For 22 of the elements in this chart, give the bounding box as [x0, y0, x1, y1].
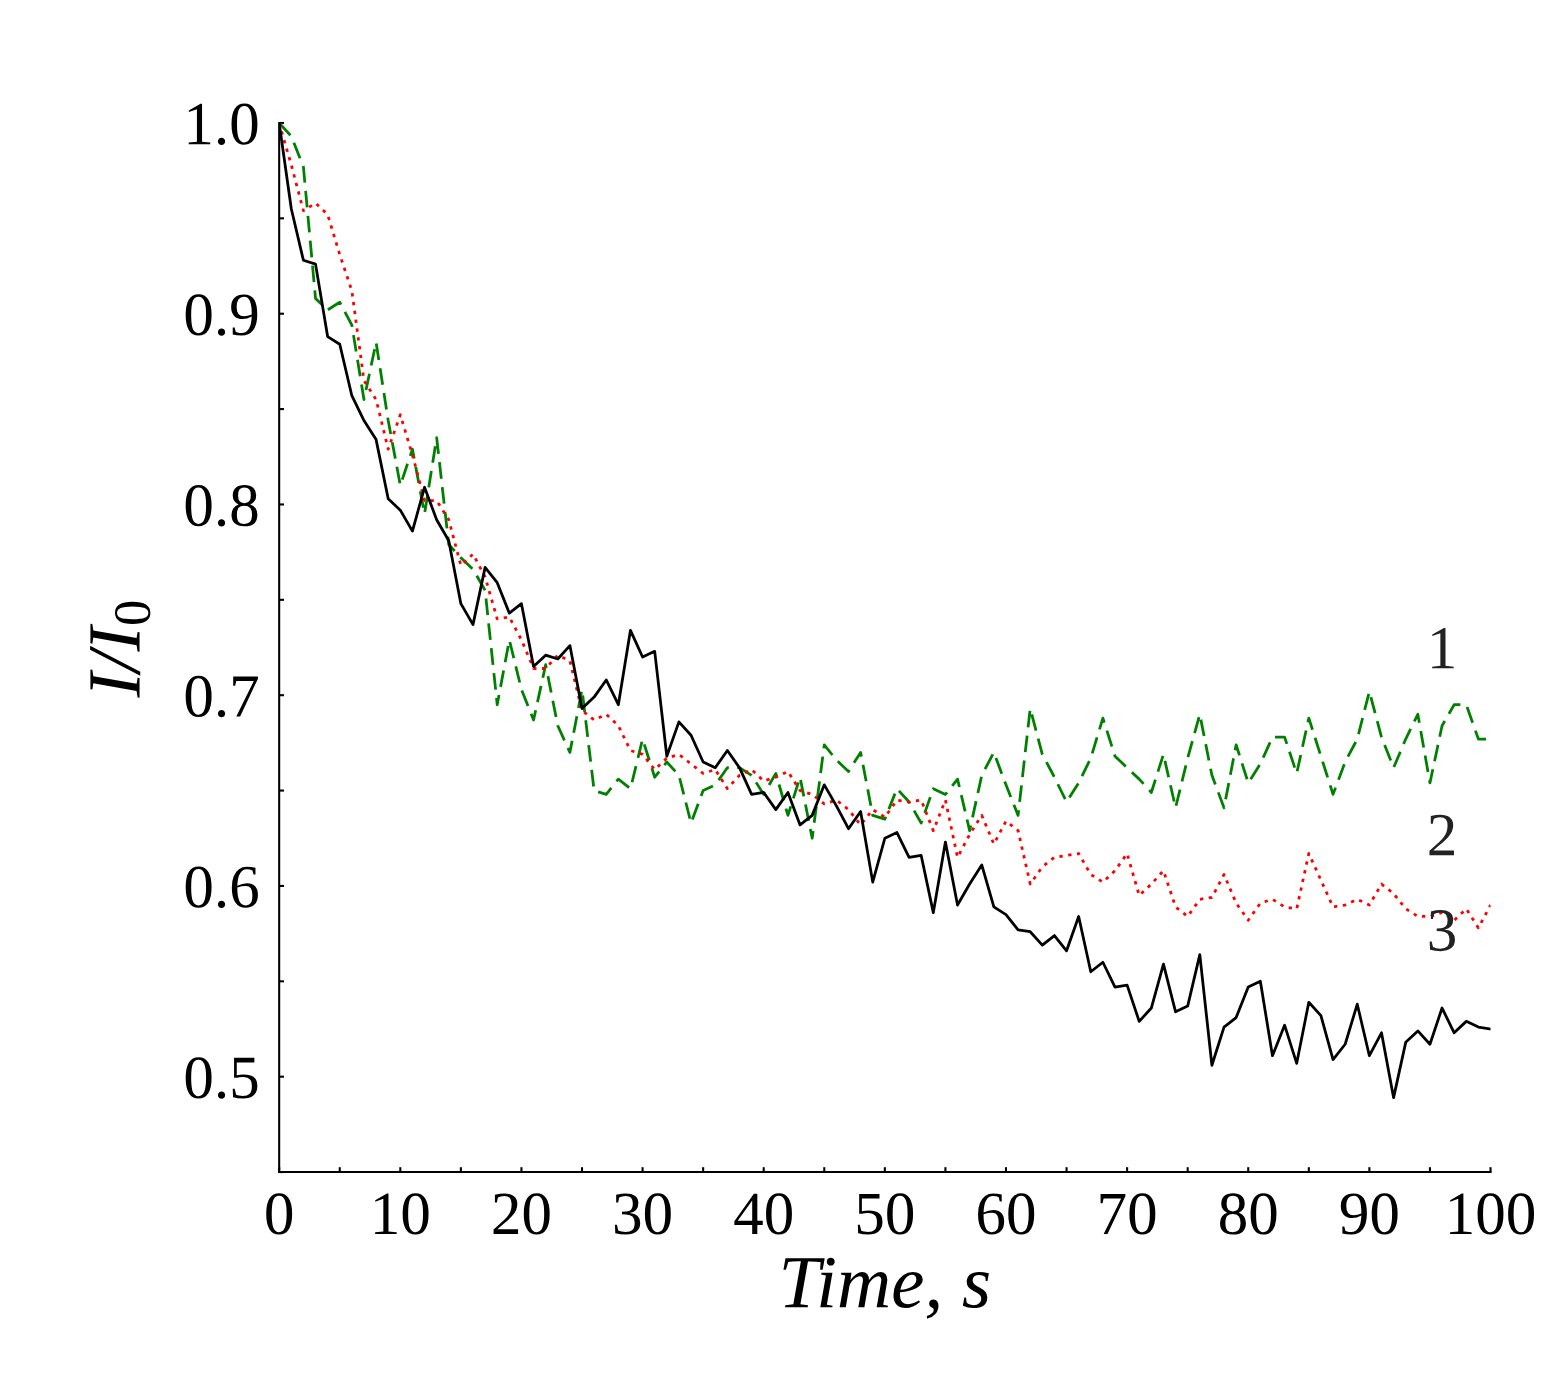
x-tick-label: 90 [1340, 1193, 1398, 1235]
series-label: 1 [1432, 627, 1454, 669]
series-label: 3 [1429, 910, 1455, 952]
y-tick-label: 0.7 [185, 675, 258, 718]
x-tick-label: 40 [734, 1193, 792, 1235]
x-tick-label: 30 [614, 1193, 671, 1235]
x-tick-label: 60 [978, 1193, 1035, 1235]
x-tick-label: 70 [1100, 1193, 1156, 1235]
x-tick-label: 100 [1450, 1193, 1535, 1235]
y-tick-label: 0.5 [185, 1057, 258, 1099]
x-tick-label: 10 [375, 1193, 429, 1235]
y-tick-label: 0.9 [185, 294, 258, 336]
x-tick-label: 0 [266, 1193, 293, 1235]
x-axis-title: Time, s [783, 1257, 989, 1319]
x-tick-label: 80 [1220, 1193, 1277, 1235]
x-tick-label: 50 [857, 1193, 914, 1235]
y-tick-label: 0.6 [185, 866, 258, 909]
y-axis-title: I/I$_{0}$ [90, 601, 151, 698]
y-tick-label: 0.8 [185, 485, 258, 527]
x-tick-label: 20 [493, 1193, 550, 1235]
series-label: 2 [1429, 814, 1454, 856]
y-tick-label: 1.0 [188, 103, 258, 146]
